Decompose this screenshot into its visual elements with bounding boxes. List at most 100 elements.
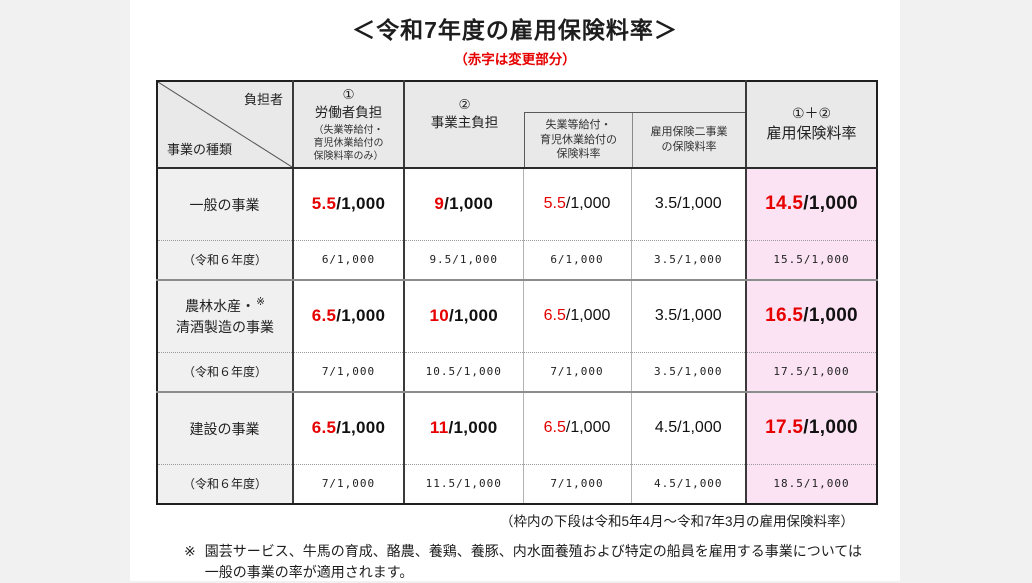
previous-rate-cell: 7/1,000 (293, 352, 405, 393)
asterisk-footnote: ※ 園芸サービス、牛馬の育成、酪農、養鶏、養豚、内水面養殖および特定の船員を雇用… (184, 541, 900, 583)
rate-red-part: 5.5 (543, 195, 566, 213)
rate-two-programs-cell: 3.5/1,000 (631, 280, 748, 353)
previous-year-label: （令和６年度） (157, 240, 294, 281)
rate-worker-cell: 6.5/1,000 (293, 392, 405, 465)
rate-benefit-cell: 5.5/1,000 (523, 168, 632, 241)
previous-rate-cell: 3.5/1,000 (631, 352, 748, 393)
worker-note-line: （失業等給付・ (313, 124, 384, 136)
page-title: ＜令和7年度の雇用保険料率＞ (352, 17, 678, 43)
rate-total-cell: 16.5/1,000 (746, 280, 878, 353)
table-footnote: （枠内の下段は令和5年4月～令和7年3月の雇用保険料率） (499, 514, 854, 529)
row-label-text: 清酒製造の事業 (176, 318, 274, 335)
benefit-subheader-line: 育児休業給付の (540, 133, 617, 146)
two-programs-subheader-line: 雇用保険二事業 (650, 126, 728, 139)
insurance-rate-table: 負担者 事業の種類 ① 労働者負担 （失業等給付・ 育児休業給付の 保険料率のみ… (156, 80, 879, 505)
benefit-subheader-line: 失業等給付・ (545, 118, 612, 131)
previous-rate-cell: 6/1,000 (293, 240, 405, 281)
row-label-text: 一般の事業 (189, 196, 260, 213)
rate-employer-cell: 10/1,000 (404, 280, 524, 353)
previous-rate-cell: 7/1,000 (523, 352, 632, 393)
rate-black-part: 4.5/1,000 (654, 419, 722, 437)
rate-black-part: 3.5/1,000 (654, 195, 722, 213)
worker-share-header: ① 労働者負担 （失業等給付・ 育児休業給付の 保険料率のみ） (293, 81, 405, 169)
row-agriculture-sake: 農林水産・※ 清酒製造の事業 6.5/1,000 10/1,000 6.5/1,… (157, 280, 878, 353)
rate-black-part: /1,000 (565, 419, 611, 437)
row-label-general: 一般の事業 (157, 168, 294, 241)
previous-rate-cell: 3.5/1,000 (631, 240, 748, 281)
previous-rate-cell: 17.5/1,000 (746, 352, 878, 393)
rate-two-programs-cell: 3.5/1,000 (631, 168, 748, 241)
rate-black-part: /1,000 (803, 193, 858, 215)
worker-note-line: 保険料率のみ） (313, 150, 384, 162)
worker-header-note: （失業等給付・ 育児休業給付の 保険料率のみ） (306, 124, 392, 163)
rate-black-part: /1,000 (803, 305, 858, 327)
rate-employer-cell: 9/1,000 (404, 168, 524, 241)
rate-black-part: /1,000 (448, 306, 499, 326)
rate-black-part: /1,000 (336, 194, 386, 214)
corner-label-business-type: 事業の種類 (167, 142, 233, 157)
rate-worker-cell: 6.5/1,000 (293, 280, 405, 353)
row-construction-previous: （令和６年度） 7/1,000 11.5/1,000 7/1,000 4.5/1… (157, 464, 878, 505)
diagonal-divider-line (158, 82, 292, 167)
previous-rate-cell: 15.5/1,000 (746, 240, 878, 281)
previous-rate-cell: 10.5/1,000 (404, 352, 524, 393)
two-programs-subheader-line: の保険料率 (661, 141, 717, 153)
rate-black-part: /1,000 (565, 307, 611, 325)
page-subtitle: （赤字は変更部分） (454, 52, 576, 67)
row-general-business-previous: （令和６年度） 6/1,000 9.5/1,000 6/1,000 3.5/1,… (157, 240, 878, 281)
total-header-number: ①＋② (791, 105, 832, 122)
rate-black-part: /1,000 (444, 194, 494, 214)
worker-header-title: 労働者負担 (314, 104, 383, 120)
rate-red-part: 6.5 (543, 419, 566, 437)
rate-benefit-cell: 6.5/1,000 (523, 280, 632, 353)
row-label-mark: ※ (256, 296, 265, 309)
row-label-agriculture: 農林水産・※ 清酒製造の事業 (157, 280, 294, 353)
rate-black-part: /1,000 (448, 418, 498, 438)
rate-benefit-cell: 6.5/1,000 (523, 392, 632, 465)
previous-rate-cell: 11.5/1,000 (404, 464, 524, 505)
rate-red-part: 6.5 (311, 306, 337, 326)
row-label-text: 農林水産・ (185, 298, 256, 315)
benefit-subheader-line: 保険料率 (556, 148, 601, 161)
rate-total-cell: 14.5/1,000 (746, 168, 878, 241)
header-row: 負担者 事業の種類 ① 労働者負担 （失業等給付・ 育児休業給付の 保険料率のみ… (157, 81, 878, 169)
employer-share-header: ② 事業主負担 失業等給付・ 育児休業給付の 保険料率 (404, 81, 748, 169)
worker-note-line: 育児休業給付の (313, 137, 384, 149)
rate-black-part: /1,000 (803, 417, 858, 439)
employer-header-title: 事業主負担 (430, 114, 499, 130)
total-header-title: 雇用保険料率 (766, 125, 857, 143)
worker-header-number: ① (342, 87, 355, 103)
asterisk-marker: ※ (184, 543, 196, 559)
rate-red-part: 16.5 (765, 305, 804, 327)
rate-total-cell: 17.5/1,000 (746, 392, 878, 465)
previous-rate-cell: 6/1,000 (523, 240, 632, 281)
rate-red-part: 14.5 (765, 193, 804, 215)
document-panel: ＜令和7年度の雇用保険料率＞ （赤字は変更部分） 負担者 事業の種類 ① 労働者… (130, 0, 900, 581)
rate-black-part: /1,000 (565, 195, 611, 213)
rate-two-programs-cell: 4.5/1,000 (631, 392, 748, 465)
benefit-rate-subheader: 失業等給付・ 育児休業給付の 保険料率 (525, 113, 633, 167)
row-agriculture-sake-previous: （令和６年度） 7/1,000 10.5/1,000 7/1,000 3.5/1… (157, 352, 878, 393)
rate-red-part: 17.5 (765, 417, 804, 439)
previous-rate-cell: 7/1,000 (293, 464, 405, 505)
asterisk-footnote-text: 園芸サービス、牛馬の育成、酪農、養鶏、養豚、内水面養殖および特定の船員を雇用する… (204, 543, 863, 580)
total-rate-header: ①＋② 雇用保険料率 (746, 81, 878, 169)
rate-black-part: /1,000 (336, 306, 386, 326)
employer-header-label: ② 事業主負担 (405, 96, 524, 132)
rate-red-part: 6.5 (543, 307, 566, 325)
previous-rate-cell: 7/1,000 (523, 464, 632, 505)
row-label-construction: 建設の事業 (157, 392, 294, 465)
corner-label-bearer: 負担者 (243, 92, 283, 107)
row-construction: 建設の事業 6.5/1,000 11/1,000 6.5/1,000 4.5/1… (157, 392, 878, 465)
previous-rate-cell: 9.5/1,000 (404, 240, 524, 281)
rate-red-part: 11 (429, 418, 449, 438)
rate-red-part: 6.5 (311, 418, 337, 438)
employer-subheader-box: 失業等給付・ 育児休業給付の 保険料率 雇用保険二事業 の保険料率 (524, 112, 746, 167)
rate-employer-cell: 11/1,000 (404, 392, 524, 465)
rate-red-part: 9 (434, 194, 445, 214)
previous-year-label: （令和６年度） (157, 464, 294, 505)
corner-header-cell: 負担者 事業の種類 (157, 81, 294, 169)
rate-worker-cell: 5.5/1,000 (293, 168, 405, 241)
employer-header-number: ② (458, 97, 471, 112)
row-label-text: 建設の事業 (189, 420, 260, 437)
